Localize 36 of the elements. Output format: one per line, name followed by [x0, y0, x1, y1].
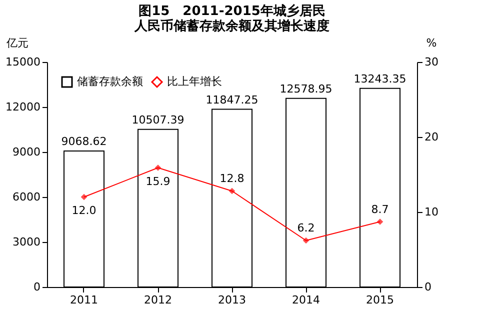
y2-tick-label: 0	[424, 280, 432, 294]
data-label: 9068.62	[61, 134, 107, 148]
y2-tick-label: 30	[424, 56, 438, 68]
data-label: 15.9	[146, 174, 170, 188]
x-tick-label: 2013	[218, 294, 246, 306]
data-label: 8.7	[371, 202, 389, 216]
x-tick-label: 2012	[144, 294, 172, 306]
y2-tick-label: 10	[424, 206, 438, 218]
data-label: 6.2	[297, 222, 315, 234]
data-label: 12578.95	[280, 82, 332, 96]
point	[376, 218, 384, 225]
point	[154, 164, 162, 171]
data-label: 11847.25	[206, 93, 258, 106]
y-tick-label: 15000	[6, 56, 40, 68]
y-tick-label: 3000	[12, 236, 40, 248]
legend-label: 储蓄存款余额	[77, 75, 143, 88]
y2-tick-label: 20	[424, 130, 438, 144]
y2-axis-title: %	[426, 36, 437, 50]
point	[228, 188, 236, 194]
y-tick-label: 9000	[12, 146, 40, 158]
point	[80, 194, 88, 200]
chart-title: 图15 2011-2015年城乡居民	[138, 3, 326, 19]
y-tick-label: 0	[34, 280, 40, 294]
data-label: 12.0	[72, 204, 96, 217]
chart-subtitle: 人民币储蓄存款余额及其增长速度	[134, 18, 330, 34]
data-label: 13243.35	[354, 72, 406, 86]
y-tick-label: 12000	[6, 100, 40, 114]
point	[302, 237, 310, 244]
data-label: 10507.39	[132, 113, 184, 126]
data-label: 12.8	[220, 172, 244, 185]
y-axis-title: 亿元	[6, 36, 28, 50]
x-tick-label: 2015	[366, 294, 394, 306]
x-tick-label: 2014	[292, 294, 320, 306]
x-tick-label: 2011	[70, 294, 98, 306]
legend-label: 比上年增长	[167, 75, 222, 88]
y-tick-label: 6000	[12, 190, 40, 204]
